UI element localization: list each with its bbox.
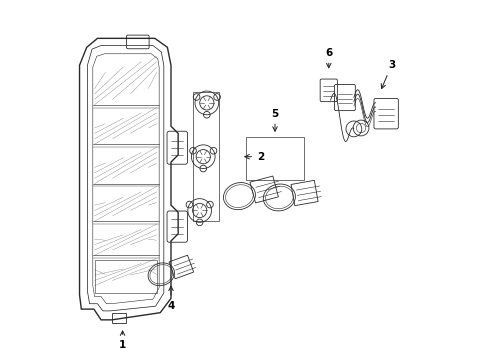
Text: 6: 6	[325, 48, 332, 68]
Text: 5: 5	[271, 109, 278, 131]
Bar	[112, 314, 126, 323]
Bar	[192, 92, 219, 221]
Bar	[94, 260, 157, 293]
Bar	[246, 137, 303, 180]
Text: 1: 1	[119, 331, 126, 350]
Text: 3: 3	[381, 60, 394, 89]
Text: 2: 2	[244, 152, 264, 162]
Text: 4: 4	[167, 286, 174, 311]
